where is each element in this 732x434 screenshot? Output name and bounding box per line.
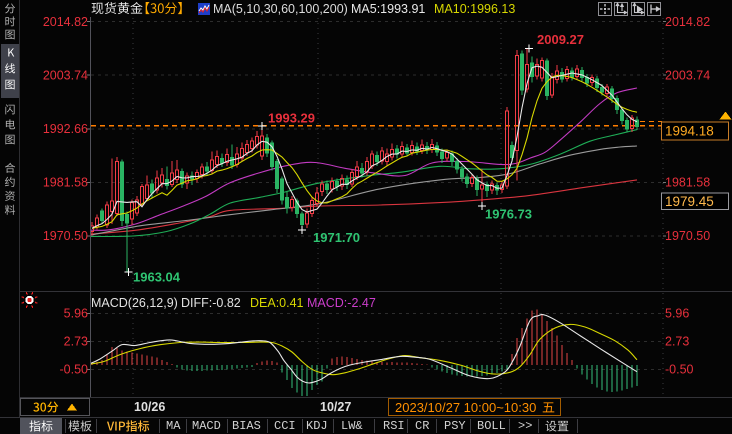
svg-text:1970.50: 1970.50 xyxy=(43,229,88,243)
svg-text:2.73: 2.73 xyxy=(665,335,689,349)
svg-text:5.96: 5.96 xyxy=(665,307,689,321)
svg-text:2014.82: 2014.82 xyxy=(43,15,88,29)
svg-text:1981.58: 1981.58 xyxy=(43,176,88,190)
svg-text:5.96: 5.96 xyxy=(64,307,88,321)
svg-text:2014.82: 2014.82 xyxy=(665,15,710,29)
svg-text:2009.27: 2009.27 xyxy=(537,32,584,47)
svg-text:2003.74: 2003.74 xyxy=(43,68,88,82)
svg-text:2003.74: 2003.74 xyxy=(665,68,710,82)
svg-text:1976.73: 1976.73 xyxy=(485,207,532,222)
svg-text:-0.50: -0.50 xyxy=(60,363,89,377)
svg-text:1981.58: 1981.58 xyxy=(665,176,710,190)
svg-text:1993.29: 1993.29 xyxy=(268,111,315,126)
svg-text:1994.18: 1994.18 xyxy=(665,124,714,139)
svg-text:1979.45: 1979.45 xyxy=(665,194,714,209)
svg-text:1963.04: 1963.04 xyxy=(133,270,181,285)
svg-text:-0.50: -0.50 xyxy=(665,363,694,377)
svg-text:1971.70: 1971.70 xyxy=(313,230,360,245)
svg-text:1970.50: 1970.50 xyxy=(665,229,710,243)
svg-text:1992.66: 1992.66 xyxy=(43,122,88,136)
svg-text:2.73: 2.73 xyxy=(64,335,88,349)
